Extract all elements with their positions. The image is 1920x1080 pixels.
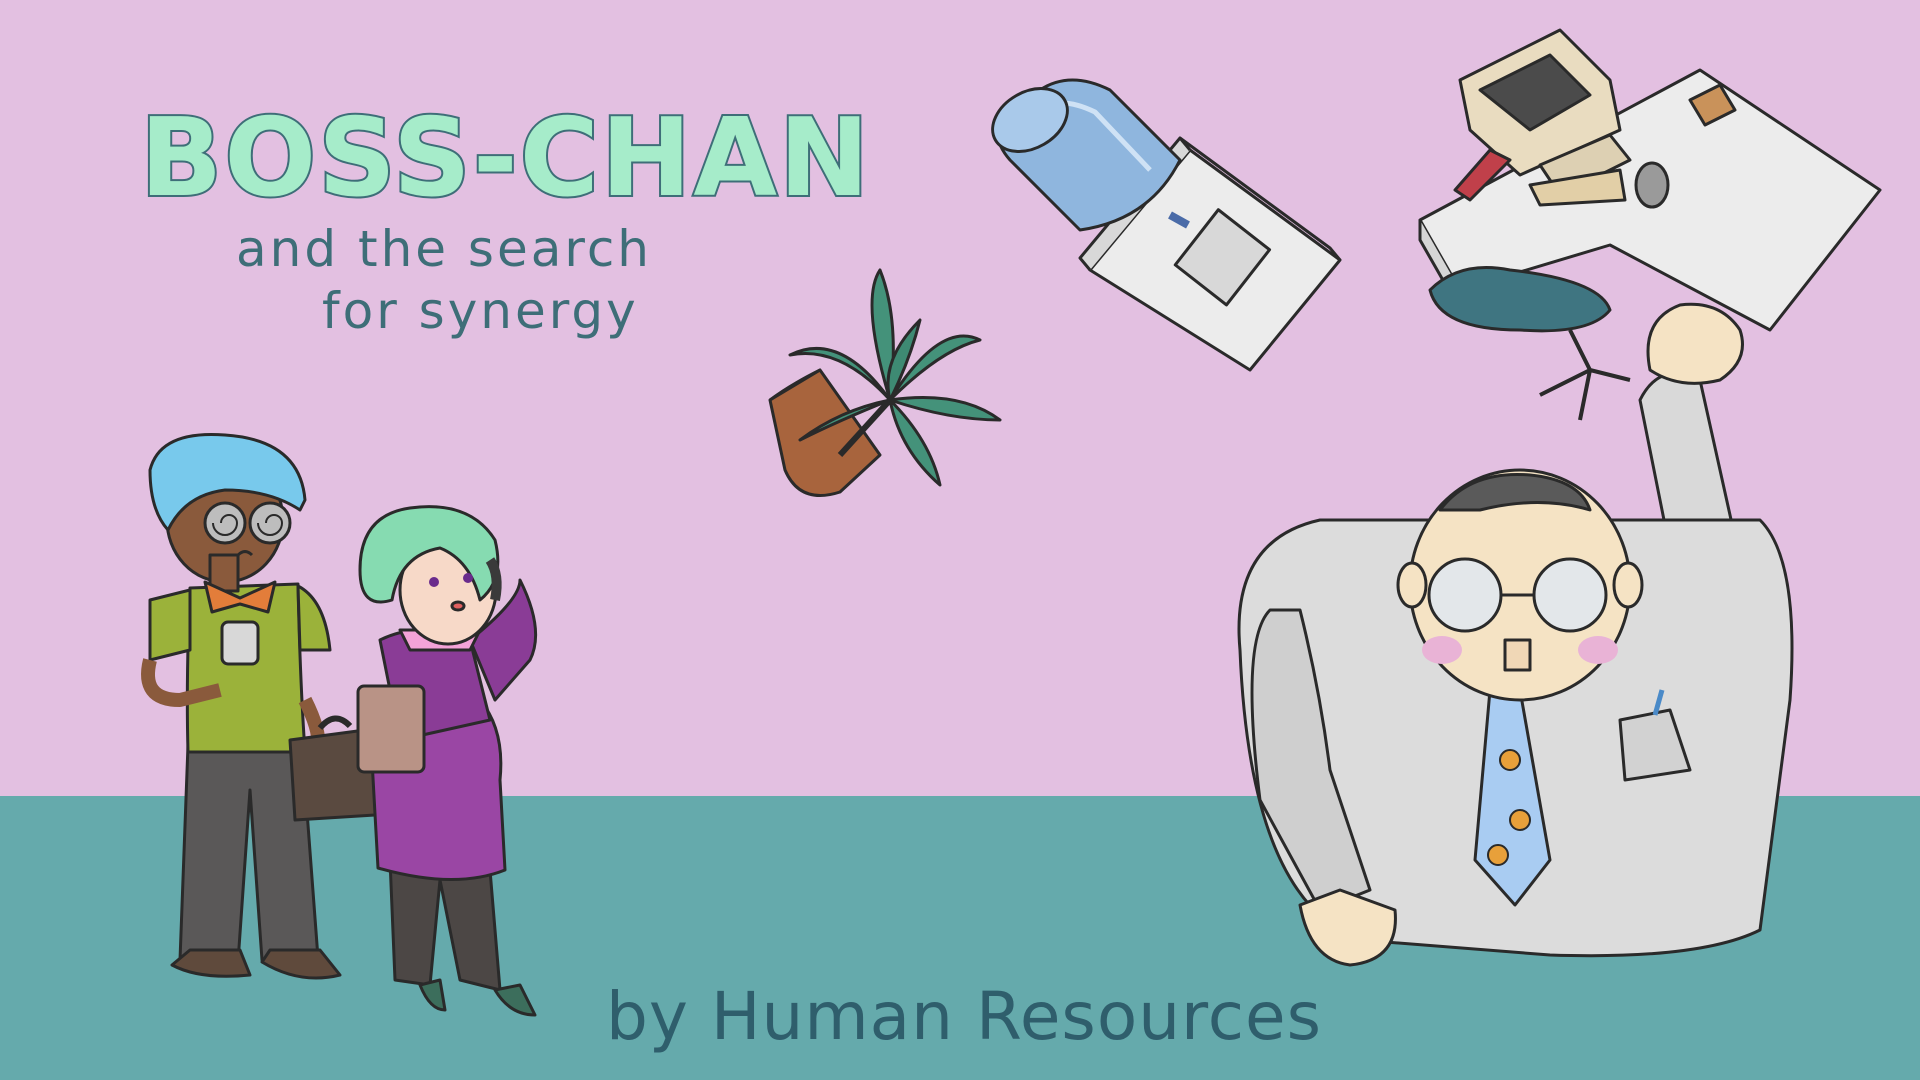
- water-cooler-illustration: [991, 78, 1342, 372]
- potted-plant-illustration: [768, 268, 1002, 497]
- developer-credit: by Human Resources: [606, 978, 1322, 1055]
- game-subtitle-line-1: and the search: [236, 220, 652, 278]
- game-title: BOSS-CHAN: [138, 94, 872, 223]
- boss-character-illustration: [1237, 302, 1794, 967]
- game-subtitle-line-2: for synergy: [322, 282, 639, 340]
- coworker-green-hair-illustration: [356, 505, 538, 1017]
- computer-desk-illustration: [1418, 28, 1882, 421]
